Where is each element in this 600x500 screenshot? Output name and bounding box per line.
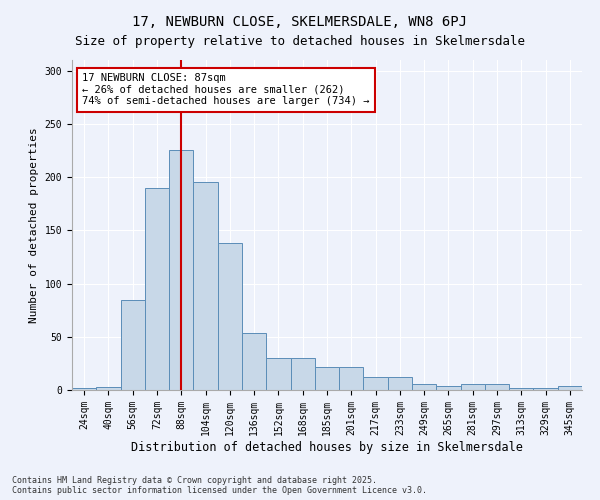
Text: 17 NEWBURN CLOSE: 87sqm
← 26% of detached houses are smaller (262)
74% of semi-d: 17 NEWBURN CLOSE: 87sqm ← 26% of detache… bbox=[82, 73, 370, 106]
Bar bbox=[169, 150, 193, 390]
Bar bbox=[436, 386, 461, 390]
Bar bbox=[412, 384, 436, 390]
Bar bbox=[558, 386, 582, 390]
Bar bbox=[72, 388, 96, 390]
Bar bbox=[339, 366, 364, 390]
Bar bbox=[121, 300, 145, 390]
Y-axis label: Number of detached properties: Number of detached properties bbox=[29, 127, 39, 323]
Text: 17, NEWBURN CLOSE, SKELMERSDALE, WN8 6PJ: 17, NEWBURN CLOSE, SKELMERSDALE, WN8 6PJ bbox=[133, 15, 467, 29]
Bar bbox=[290, 358, 315, 390]
Bar bbox=[218, 243, 242, 390]
Text: Contains HM Land Registry data © Crown copyright and database right 2025.
Contai: Contains HM Land Registry data © Crown c… bbox=[12, 476, 427, 495]
Bar bbox=[96, 387, 121, 390]
Bar bbox=[242, 332, 266, 390]
Bar bbox=[145, 188, 169, 390]
Bar bbox=[364, 377, 388, 390]
Bar bbox=[266, 358, 290, 390]
Bar bbox=[485, 384, 509, 390]
X-axis label: Distribution of detached houses by size in Skelmersdale: Distribution of detached houses by size … bbox=[131, 440, 523, 454]
Bar bbox=[533, 388, 558, 390]
Bar bbox=[461, 384, 485, 390]
Text: Size of property relative to detached houses in Skelmersdale: Size of property relative to detached ho… bbox=[75, 35, 525, 48]
Bar bbox=[315, 366, 339, 390]
Bar bbox=[193, 182, 218, 390]
Bar bbox=[509, 388, 533, 390]
Bar bbox=[388, 377, 412, 390]
